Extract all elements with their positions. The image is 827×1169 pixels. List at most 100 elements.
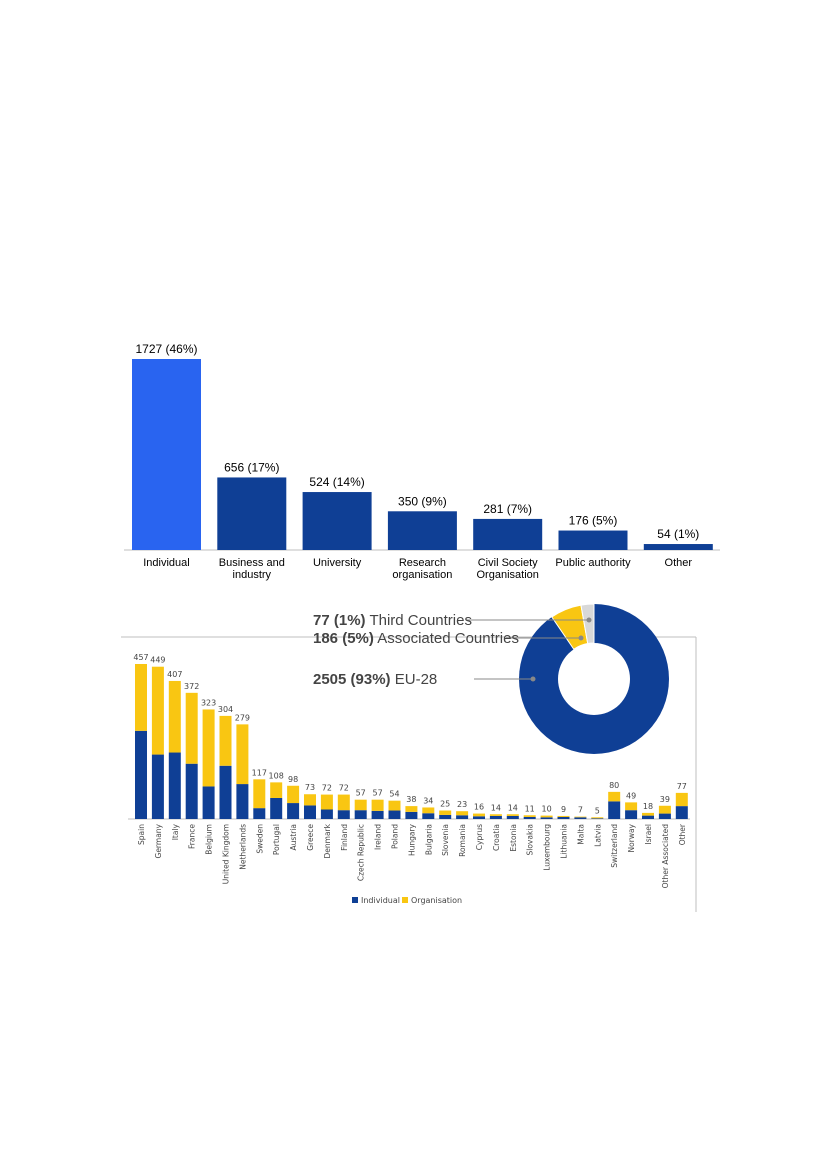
bar-organisation-israel	[642, 812, 654, 816]
category-label-portugal: Portugal	[272, 824, 281, 855]
total-label-finland: 72	[339, 784, 349, 793]
total-label-luxembourg: 10	[542, 805, 552, 814]
bar-organisation-other-associated	[658, 805, 671, 814]
legend-label-individual: Individual	[361, 896, 400, 905]
donut-name-third-countries: Third Countries	[369, 612, 472, 629]
bar-organisation-slovakia	[523, 815, 536, 817]
bar-organisation-spain	[135, 664, 147, 731]
leader-dot-third-countries	[586, 617, 592, 623]
category-label-public-authority: Public authority	[555, 557, 631, 569]
bar-organisation-austria	[287, 785, 300, 804]
bar-organisation-cyprus	[473, 813, 485, 817]
legend-label-organisation: Organisation	[411, 896, 462, 905]
legend-swatch-individual	[352, 897, 358, 903]
total-label-poland: 54	[389, 790, 399, 799]
bar-organisation-norway	[625, 802, 638, 811]
bar-individual-poland	[388, 810, 401, 819]
total-label-croatia: 14	[491, 803, 501, 812]
bar-individual-austria	[287, 803, 300, 819]
bar-individual-slovenia	[439, 814, 452, 819]
donut-label-eu28: 2505 (93%) EU-28	[313, 671, 437, 688]
bar-organisation-portugal	[270, 782, 283, 798]
legend-swatch-organisation	[402, 897, 408, 903]
data-label-individual: 1727 (46%)	[135, 342, 197, 356]
bar-organisation-finland	[337, 794, 350, 811]
bar-organisation-bulgaria	[422, 807, 435, 814]
category-label-latvia: Latvia	[593, 824, 602, 847]
bar-business-and-industry	[217, 477, 287, 550]
bar-individual-germany	[151, 754, 164, 819]
bar-individual-czech-republic	[354, 810, 367, 819]
category-label-france: France	[188, 824, 197, 849]
bar-individual-hungary	[405, 811, 418, 819]
total-label-portugal: 108	[269, 771, 284, 780]
bar-individual-ireland	[371, 810, 384, 819]
category-label-israel: Israel	[644, 824, 653, 845]
total-label-hungary: 38	[406, 795, 416, 804]
bar-organisation-germany	[151, 666, 164, 755]
data-label-public-authority: 176 (5%)	[569, 514, 618, 528]
category-label-finland: Finland	[340, 824, 349, 851]
bar-individual-denmark	[320, 809, 333, 819]
total-label-belgium: 323	[201, 698, 216, 707]
donut-value-associated: 186 (5%)	[313, 630, 374, 647]
bar-individual-switzerland	[608, 801, 621, 819]
bar-individual-israel	[642, 815, 654, 819]
bar-individual-united-kingdom	[219, 765, 232, 819]
total-label-latvia: 5	[595, 806, 600, 815]
category-label-malta: Malta	[576, 824, 585, 845]
category-label-romania: Romania	[458, 824, 467, 857]
category-label-hungary: Hungary	[407, 823, 416, 856]
bar-organisation-ireland	[371, 799, 384, 811]
total-label-ireland: 57	[373, 789, 383, 798]
category-label-austria: Austria	[289, 824, 298, 851]
category-label-netherlands: Netherlands	[238, 824, 247, 870]
category-label-other: Other	[678, 823, 687, 845]
total-label-netherlands: 279	[235, 713, 250, 722]
bar-organisation-hungary	[405, 806, 418, 812]
bar-individual-latvia	[591, 818, 604, 819]
total-label-denmark: 72	[322, 784, 332, 793]
total-label-greece: 73	[305, 783, 315, 792]
total-label-sweden: 117	[252, 768, 267, 777]
total-label-italy: 407	[167, 670, 182, 679]
data-label-other: 54 (1%)	[657, 527, 699, 541]
bar-individual-malta	[574, 817, 587, 819]
bar-organisation-italy	[168, 680, 181, 753]
category-label-croatia: Croatia	[492, 824, 501, 851]
category-label-sweden: Sweden	[255, 824, 264, 854]
bar-organisation-croatia	[489, 814, 502, 816]
bar-organisation-malta	[574, 816, 587, 818]
bar-individual-norway	[625, 810, 638, 819]
bar-organisation-sweden	[253, 779, 266, 809]
data-label-business-and-industry: 656 (17%)	[224, 460, 279, 474]
bar-individual-belgium	[202, 786, 215, 819]
bar-public-authority	[558, 530, 628, 550]
category-label-other: Other	[665, 557, 693, 569]
bar-individual-croatia	[489, 815, 502, 819]
total-label-romania: 23	[457, 800, 467, 809]
donut-hole	[558, 643, 630, 715]
total-label-other-associated: 39	[660, 795, 670, 804]
bar-individual-lithuania	[557, 816, 570, 819]
category-label-luxembourg: Luxembourg	[543, 824, 552, 871]
category-label-switzerland: Switzerland	[610, 824, 619, 868]
data-label-civil-society-organisation: 281 (7%)	[483, 502, 532, 516]
bar-organisation-poland	[388, 800, 401, 811]
total-label-lithuania: 9	[561, 805, 566, 814]
leader-dot-associated	[578, 635, 584, 641]
bar-individual-luxembourg	[540, 817, 553, 819]
bar-individual-slovakia	[523, 816, 536, 819]
category-label-czech-republic: Czech Republic	[357, 824, 366, 881]
total-label-czech-republic: 57	[356, 789, 366, 798]
total-label-germany: 449	[150, 656, 165, 665]
bar-individual-portugal	[270, 797, 283, 819]
bar-individual-italy	[168, 752, 181, 819]
total-label-cyprus: 16	[474, 803, 484, 812]
donut-label-third-countries: 77 (1%) Third Countries	[313, 612, 472, 629]
total-label-spain: 457	[133, 653, 148, 662]
bar-individual-bulgaria	[422, 813, 435, 819]
data-label-university: 524 (14%)	[309, 475, 364, 489]
bar-organisation-romania	[456, 811, 469, 816]
